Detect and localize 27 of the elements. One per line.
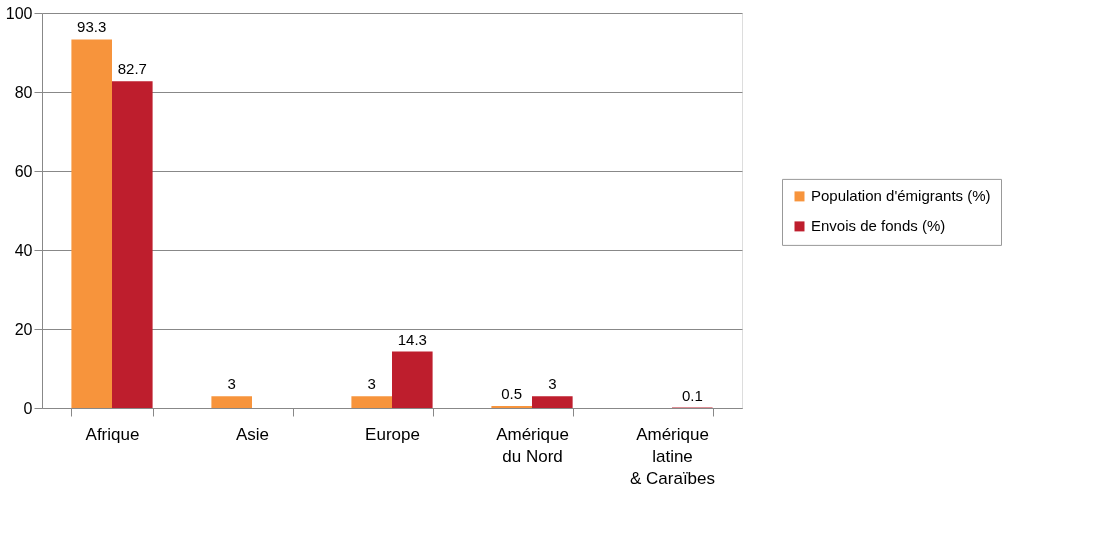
data-label: 14.3 [397,330,427,348]
bar [211,396,252,408]
y-tick-label: 100 [5,4,33,22]
x-tick-label: Europe [365,424,420,444]
x-tick-label: Amérique latine & Caraïbes [629,424,716,488]
data-label: 0.1 [681,386,703,404]
legend-label: Envois de fonds (%) [811,217,946,235]
data-label: 0.5 [501,385,523,403]
x-tick-label: Asie [235,424,270,444]
y-tick-label: 60 [14,162,33,180]
bar [532,396,573,408]
data-label: 3 [367,375,376,393]
bar [392,351,433,408]
data-label: 3 [227,375,236,393]
y-tick-label: 0 [23,399,33,417]
bar [71,39,112,408]
legend-label: Population d'émigrants (%) [811,187,991,205]
data-label: 3 [548,375,557,393]
y-tick-label: 40 [14,241,33,259]
y-tick-label: 80 [14,83,33,101]
data-label: 82.7 [117,60,147,78]
y-tick-label: 20 [14,320,33,338]
bar [112,81,153,408]
x-tick-label: Afrique [85,424,140,444]
x-tick-label: Amérique du Nord [496,424,569,466]
data-label: 93.3 [77,18,107,36]
bar [351,396,392,408]
